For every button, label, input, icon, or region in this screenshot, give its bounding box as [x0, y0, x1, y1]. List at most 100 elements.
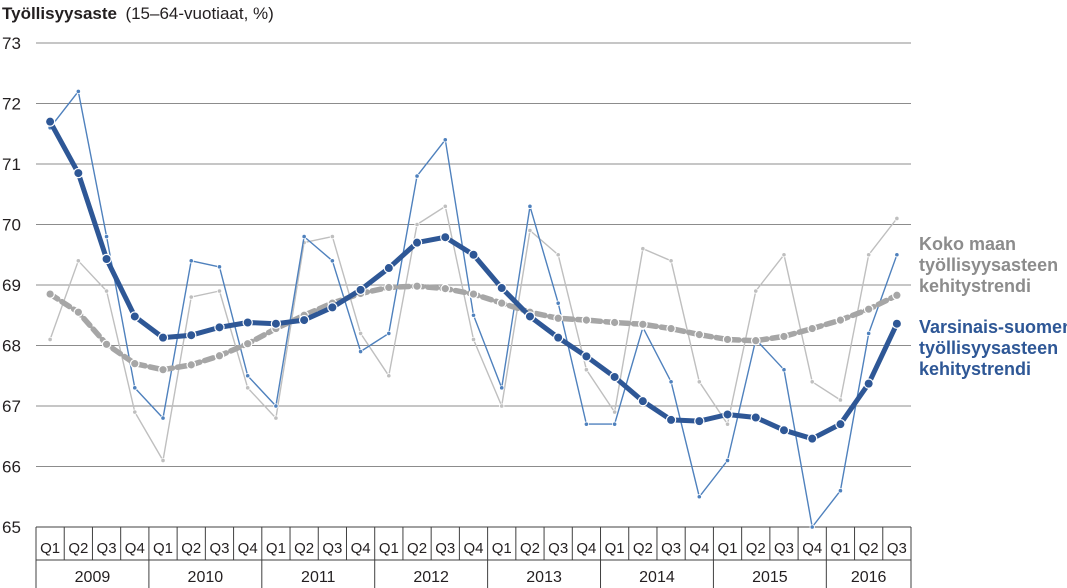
- legend-line: Koko maan: [919, 234, 1016, 254]
- data-point-koko-maa-raw: [47, 336, 53, 343]
- data-point-koko-maa-trend: [242, 338, 253, 349]
- data-point-varsinais-suomi-raw: [188, 258, 194, 264]
- x-axis: Q1 Q2 Q3 Q4 Q1 Q2 Q3 Q4 Q1 Q2 Q3 Q4 Q1 Q2 Q3 Q4 Q1 Q2 Q3 Q4…: [35, 526, 912, 588]
- data-point-koko-maa-trend: [214, 350, 225, 361]
- data-point-varsinais-suomi-trend: [665, 414, 677, 426]
- quarter-label: Q2: [407, 540, 427, 557]
- data-point-varsinais-suomi-trend: [694, 415, 705, 427]
- data-point-varsinais-suomi-trend: [101, 253, 112, 265]
- quarter-label: Q3: [661, 540, 681, 557]
- data-point-koko-maa-trend: [581, 315, 592, 325]
- y-axis-ticks: 65 66 67 68 69 70 71 72 73: [2, 34, 21, 537]
- quarter-label: Q3: [548, 540, 568, 557]
- data-point-varsinais-suomi-trend: [750, 412, 761, 423]
- data-point-koko-maa-trend: [384, 282, 394, 293]
- quarter-label: Q2: [520, 540, 540, 557]
- data-point-koko-maa-raw: [188, 294, 194, 300]
- data-point-varsinais-suomi-trend: [609, 371, 620, 383]
- data-point-koko-maa-trend: [496, 298, 507, 308]
- data-point-varsinais-suomi-raw: [301, 234, 307, 240]
- legend-entry-2: Varsinais-suomen työllisyysasteen kehityst…: [919, 317, 1067, 379]
- data-point-varsinais-suomi-trend: [411, 237, 423, 248]
- data-point-varsinais-suomi-trend: [327, 302, 338, 313]
- data-point-varsinais-suomi-raw: [386, 330, 392, 336]
- y-tick-label-69: 69: [2, 276, 21, 295]
- data-point-varsinais-suomi-raw: [724, 457, 731, 464]
- legend-line: kehitystrendi: [919, 359, 1031, 379]
- y-tick-label-68: 68: [2, 337, 21, 356]
- data-point-varsinais-suomi-raw: [527, 203, 533, 209]
- series-koko-maa-trend: [45, 281, 902, 375]
- data-point-koko-maa-raw: [442, 203, 448, 209]
- data-point-varsinais-suomi-trend: [722, 409, 733, 420]
- gridlines: [36, 42, 911, 467]
- data-point-koko-maa-raw: [640, 246, 646, 252]
- y-tick-label-70: 70: [2, 216, 21, 235]
- data-point-koko-maa-trend: [412, 281, 422, 292]
- data-point-koko-maa-trend: [440, 283, 451, 294]
- quarter-label: Q1: [266, 540, 286, 557]
- data-point-varsinais-suomi-raw: [894, 252, 900, 258]
- data-point-varsinais-suomi-trend: [355, 284, 366, 296]
- legend-entry-1: Koko maan työllisyysasteen kehitystrendi: [919, 234, 1058, 296]
- data-point-koko-maa-trend: [638, 319, 648, 330]
- data-point-koko-maa-raw: [781, 252, 787, 258]
- y-tick-label-66: 66: [2, 458, 21, 477]
- data-point-koko-maa-trend: [666, 323, 676, 334]
- data-point-varsinais-suomi-trend: [129, 311, 140, 322]
- chart-title: Työllisyysaste (15–64-vuotiaat, %): [2, 4, 274, 23]
- data-point-koko-maa-raw: [329, 234, 335, 240]
- data-point-koko-maa-raw: [132, 409, 138, 415]
- quarter-label: Q3: [97, 540, 117, 557]
- legend-line: kehitystrendi: [919, 276, 1031, 296]
- quarter-label: Q3: [887, 540, 907, 557]
- quarter-label: Q2: [294, 540, 314, 557]
- series-varsinais-suomi-trend: [44, 116, 903, 444]
- legend: Koko maan työllisyysasteen kehitystrendiVa…: [919, 234, 1067, 379]
- data-point-koko-maa-trend: [722, 334, 733, 345]
- data-point-varsinais-suomi-trend: [778, 425, 790, 436]
- quarter-label: Q3: [209, 540, 229, 557]
- quarter-label: Q4: [125, 540, 145, 557]
- data-point-varsinais-suomi-raw: [612, 421, 618, 427]
- quarter-label: Q2: [181, 540, 201, 557]
- data-point-varsinais-suomi-trend: [891, 318, 903, 329]
- data-point-varsinais-suomi-trend: [440, 232, 451, 243]
- data-point-koko-maa-trend: [129, 358, 140, 369]
- data-point-varsinais-suomi-raw: [781, 367, 787, 373]
- data-point-varsinais-suomi-trend: [186, 330, 197, 341]
- data-point-koko-maa-trend: [892, 290, 902, 301]
- data-point-koko-maa-trend: [468, 289, 479, 299]
- year-label-2013: 2013: [526, 569, 562, 586]
- legend-line: työllisyysasteen: [919, 338, 1058, 358]
- data-point-varsinais-suomi-trend: [524, 311, 536, 322]
- data-point-varsinais-suomi-raw: [555, 300, 561, 306]
- data-point-varsinais-suomi-raw: [103, 234, 110, 240]
- data-point-varsinais-suomi-raw: [329, 258, 335, 264]
- year-label-2010: 2010: [188, 569, 224, 586]
- data-point-koko-maa-raw: [470, 336, 477, 343]
- data-point-varsinais-suomi-trend: [835, 418, 846, 430]
- data-point-koko-maa-trend: [694, 329, 705, 340]
- y-tick-label-72: 72: [2, 95, 21, 114]
- quarter-label: Q2: [633, 540, 653, 557]
- y-tick-label-73: 73: [2, 34, 21, 53]
- data-point-koko-maa-raw: [696, 379, 702, 385]
- quarter-label: Q4: [576, 540, 596, 557]
- data-point-koko-maa-raw: [753, 288, 759, 294]
- data-point-koko-maa-trend: [553, 313, 563, 324]
- series-varsinais-suomi-raw: [47, 88, 900, 530]
- data-point-varsinais-suomi-trend: [157, 332, 169, 343]
- quarter-label: Q2: [746, 540, 766, 557]
- data-point-koko-maa-raw: [612, 409, 618, 415]
- data-point-koko-maa-raw: [160, 457, 166, 464]
- quarter-label: Q4: [238, 540, 258, 557]
- data-point-varsinais-suomi-trend: [242, 317, 253, 328]
- quarter-label: Q2: [859, 540, 879, 557]
- data-point-varsinais-suomi-raw: [245, 373, 251, 379]
- quarter-label: Q4: [463, 540, 483, 557]
- data-point-varsinais-suomi-trend: [73, 167, 84, 179]
- data-point-koko-maa-raw: [273, 415, 279, 421]
- data-point-varsinais-suomi-trend: [496, 282, 507, 294]
